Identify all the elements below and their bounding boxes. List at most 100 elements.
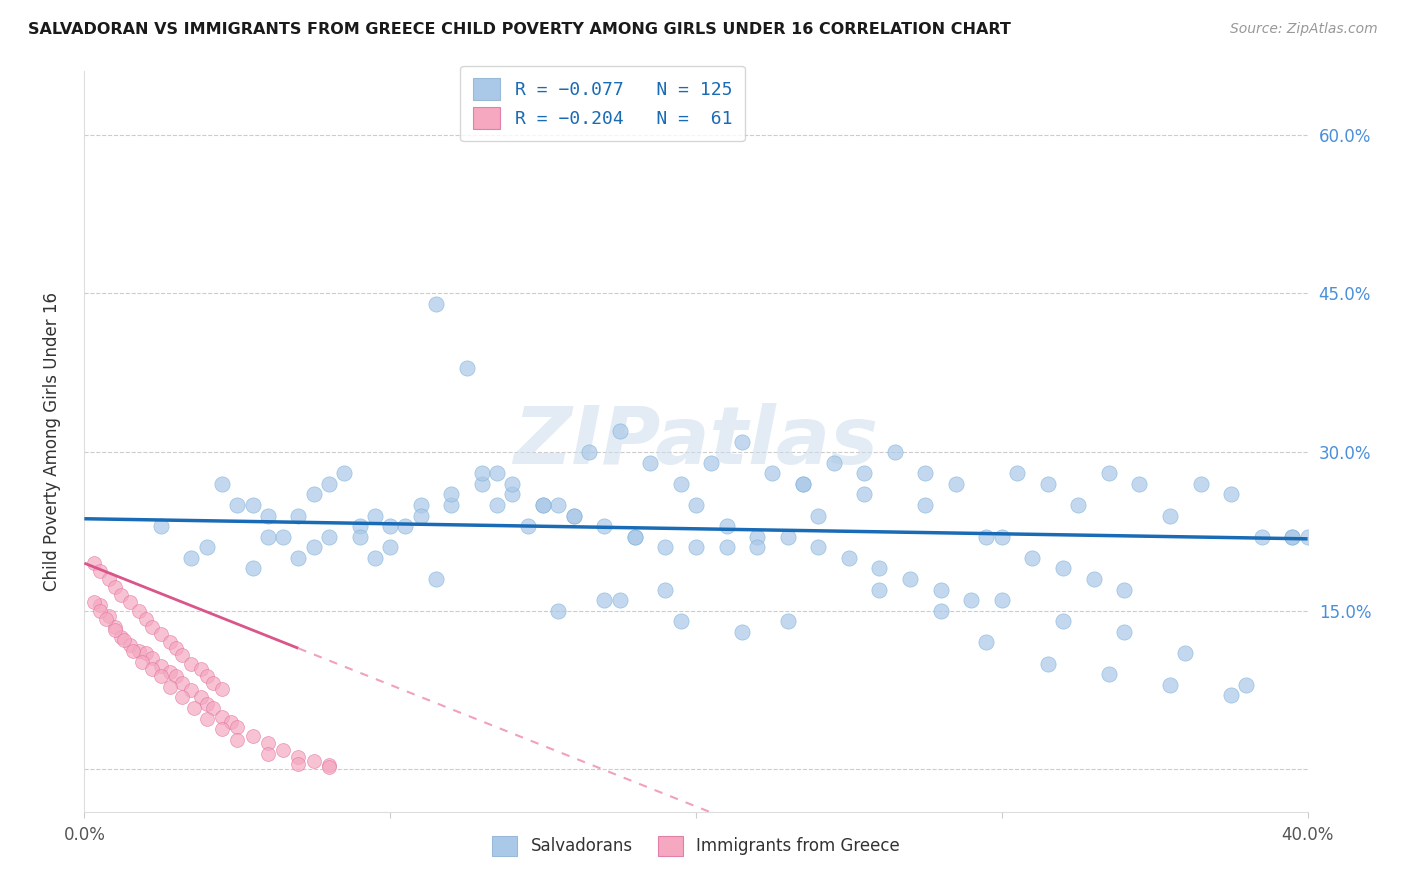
Point — [1005, 467, 1028, 481]
Point — [242, 561, 264, 575]
Point — [1281, 530, 1303, 544]
Point — [1036, 657, 1059, 671]
Point — [1114, 624, 1136, 639]
Point — [110, 588, 132, 602]
Point — [211, 476, 233, 491]
Point — [120, 638, 142, 652]
Point — [219, 714, 242, 729]
Point — [349, 530, 371, 544]
Point — [502, 476, 524, 491]
Point — [823, 456, 845, 470]
Point — [792, 476, 814, 491]
Text: Source: ZipAtlas.com: Source: ZipAtlas.com — [1230, 22, 1378, 37]
Point — [201, 701, 224, 715]
Point — [869, 582, 891, 597]
Point — [731, 434, 754, 449]
Point — [141, 662, 163, 676]
Point — [287, 508, 309, 523]
Legend: Salvadorans, Immigrants from Greece: Salvadorans, Immigrants from Greece — [485, 829, 907, 863]
Point — [1159, 508, 1181, 523]
Point — [135, 612, 157, 626]
Point — [128, 604, 150, 618]
Point — [1250, 530, 1272, 544]
Point — [1067, 498, 1090, 512]
Point — [776, 615, 799, 629]
Point — [409, 498, 432, 512]
Point — [128, 644, 150, 658]
Point — [547, 498, 569, 512]
Point — [94, 612, 117, 626]
Point — [159, 665, 181, 679]
Point — [1098, 467, 1121, 481]
Point — [685, 498, 707, 512]
Point — [180, 683, 202, 698]
Point — [211, 681, 233, 696]
Point — [471, 476, 494, 491]
Point — [456, 360, 478, 375]
Point — [257, 736, 280, 750]
Point — [172, 648, 194, 663]
Point — [654, 541, 676, 555]
Point — [1159, 678, 1181, 692]
Point — [172, 675, 194, 690]
Point — [195, 697, 218, 711]
Point — [731, 624, 754, 639]
Point — [654, 582, 676, 597]
Point — [792, 476, 814, 491]
Point — [195, 712, 218, 726]
Point — [172, 690, 194, 705]
Point — [180, 550, 202, 565]
Point — [1236, 678, 1258, 692]
Point — [929, 582, 952, 597]
Point — [976, 635, 998, 649]
Point — [211, 709, 233, 723]
Point — [700, 456, 723, 470]
Point — [141, 619, 163, 633]
Point — [562, 508, 585, 523]
Point — [302, 754, 325, 768]
Point — [89, 599, 111, 613]
Point — [380, 519, 402, 533]
Point — [190, 690, 212, 705]
Point — [190, 662, 212, 676]
Point — [89, 604, 111, 618]
Point — [89, 564, 111, 578]
Point — [318, 530, 340, 544]
Point — [991, 530, 1014, 544]
Point — [364, 508, 387, 523]
Point — [318, 758, 340, 772]
Point — [486, 467, 509, 481]
Point — [624, 530, 647, 544]
Point — [929, 604, 952, 618]
Point — [110, 630, 132, 644]
Y-axis label: Child Poverty Among Girls Under 16: Child Poverty Among Girls Under 16 — [42, 292, 60, 591]
Point — [242, 498, 264, 512]
Point — [195, 669, 218, 683]
Point — [409, 508, 432, 523]
Point — [502, 487, 524, 501]
Point — [1220, 689, 1243, 703]
Point — [302, 541, 325, 555]
Point — [593, 519, 616, 533]
Point — [624, 530, 647, 544]
Point — [349, 519, 371, 533]
Point — [976, 530, 998, 544]
Point — [120, 595, 142, 609]
Point — [440, 487, 463, 501]
Point — [425, 572, 447, 586]
Point — [425, 297, 447, 311]
Point — [149, 658, 172, 673]
Point — [104, 619, 127, 633]
Point — [165, 669, 187, 683]
Point — [226, 498, 249, 512]
Point — [287, 550, 309, 565]
Point — [165, 640, 187, 655]
Point — [716, 541, 738, 555]
Point — [747, 541, 769, 555]
Point — [914, 498, 936, 512]
Point — [609, 593, 631, 607]
Point — [302, 487, 325, 501]
Point — [97, 572, 120, 586]
Point — [807, 508, 830, 523]
Point — [669, 476, 692, 491]
